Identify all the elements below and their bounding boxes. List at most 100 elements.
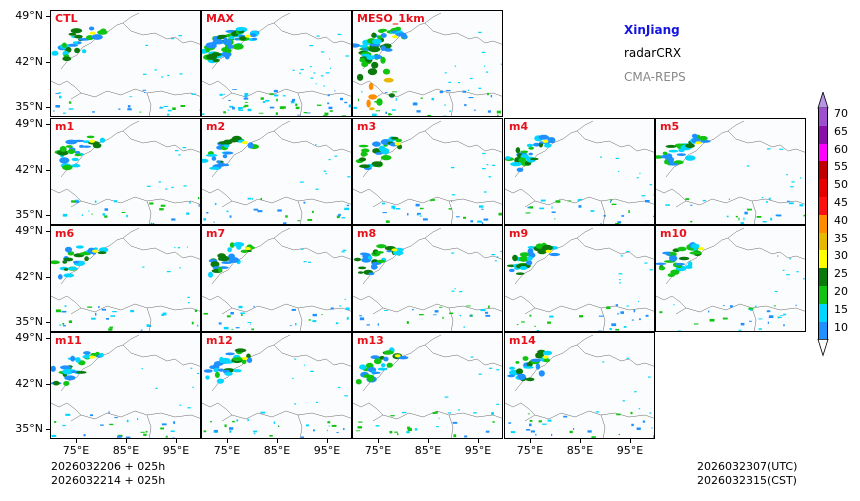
colorbar-bin bbox=[818, 197, 828, 215]
panel-label: m13 bbox=[357, 334, 384, 347]
panel-label: m6 bbox=[55, 227, 75, 240]
colorbar-bin bbox=[818, 268, 828, 286]
colorbar-under-arrow bbox=[817, 338, 829, 357]
panel-label: m9 bbox=[509, 227, 529, 240]
panel-label: MAX bbox=[206, 12, 234, 25]
lat-tick-mark bbox=[46, 231, 50, 232]
colorbar-bin bbox=[818, 250, 828, 269]
panel-label: m1 bbox=[55, 120, 75, 133]
lon-tick-mark bbox=[227, 439, 228, 443]
panel-label: m3 bbox=[357, 120, 377, 133]
colorbar-bin bbox=[818, 143, 828, 162]
lon-tick-label: 75°E bbox=[516, 444, 544, 457]
lon-tick-mark bbox=[378, 439, 379, 443]
panel-label: MESO_1km bbox=[357, 12, 425, 25]
colorbar-label: 35 bbox=[834, 231, 848, 245]
lat-tick-label: 35°N bbox=[15, 315, 43, 328]
colorbar-label: 50 bbox=[834, 178, 848, 192]
lat-tick-label: 42°N bbox=[15, 377, 43, 390]
colorbar-label: 20 bbox=[834, 285, 848, 298]
lat-tick-label: 42°N bbox=[15, 55, 43, 68]
map-panel-m6: m6 bbox=[50, 225, 201, 332]
lon-tick-label: 95°E bbox=[162, 444, 190, 457]
colorbar-label: 60 bbox=[834, 142, 848, 156]
model-name: CMA-REPS bbox=[624, 70, 686, 84]
map-panel-m14: m14 bbox=[504, 332, 655, 439]
lat-tick-mark bbox=[46, 429, 50, 430]
colorbar-bin bbox=[818, 179, 828, 197]
region-title: XinJiang bbox=[624, 23, 680, 37]
lon-tick-mark bbox=[580, 439, 581, 443]
lon-tick-mark bbox=[630, 439, 631, 443]
lon-tick-mark bbox=[478, 439, 479, 443]
lat-tick-label: 49°N bbox=[15, 9, 43, 22]
colorbar-bin bbox=[818, 321, 828, 340]
lat-tick-label: 42°N bbox=[15, 163, 43, 176]
colorbar-bin bbox=[818, 232, 828, 251]
map-panel-m2: m2 bbox=[201, 118, 352, 225]
panel-label: m7 bbox=[206, 227, 226, 240]
map-panel-m5: m5 bbox=[655, 118, 806, 225]
lon-tick-mark bbox=[176, 439, 177, 443]
map-panel-m4: m4 bbox=[504, 118, 655, 225]
lat-tick-mark bbox=[46, 16, 50, 17]
lon-tick-label: 75°E bbox=[213, 444, 241, 457]
colorbar-label: 55 bbox=[834, 160, 848, 174]
map-panel-max: MAX bbox=[201, 10, 352, 117]
lat-tick-mark bbox=[46, 215, 50, 216]
colorbar-bin bbox=[818, 303, 828, 322]
lon-tick-label: 95°E bbox=[464, 444, 492, 457]
colorbar-label: 15 bbox=[834, 302, 848, 316]
lat-tick-label: 49°N bbox=[15, 117, 43, 130]
panel-label: m12 bbox=[206, 334, 233, 347]
lat-tick-mark bbox=[46, 107, 50, 108]
colorbar-bin bbox=[818, 161, 828, 180]
lat-tick-mark bbox=[46, 384, 50, 385]
colorbar-over-arrow bbox=[817, 92, 829, 109]
map-panel-m8: m8 bbox=[352, 225, 503, 332]
colorbar-label: 30 bbox=[834, 249, 848, 263]
panel-label: m5 bbox=[660, 120, 680, 133]
lat-tick-mark bbox=[46, 62, 50, 63]
lon-tick-label: 95°E bbox=[616, 444, 644, 457]
map-panel-m9: m9 bbox=[504, 225, 655, 332]
lat-tick-label: 35°N bbox=[15, 100, 43, 113]
map-panel-m7: m7 bbox=[201, 225, 352, 332]
panel-label: m11 bbox=[55, 334, 82, 347]
lat-tick-mark bbox=[46, 322, 50, 323]
lat-tick-label: 42°N bbox=[15, 270, 43, 283]
lat-tick-label: 35°N bbox=[15, 208, 43, 221]
product-name: radarCRX bbox=[624, 46, 682, 60]
panel-label: m14 bbox=[509, 334, 536, 347]
lat-tick-mark bbox=[46, 277, 50, 278]
panel-label: m4 bbox=[509, 120, 529, 133]
lon-tick-label: 85°E bbox=[414, 444, 442, 457]
init-time-utc: 2026032206 + 025h bbox=[51, 460, 166, 473]
map-panel-m11: m11 bbox=[50, 332, 201, 439]
lon-tick-mark bbox=[76, 439, 77, 443]
colorbar-bin bbox=[818, 125, 828, 144]
lat-tick-label: 49°N bbox=[15, 331, 43, 344]
colorbar-label: 70 bbox=[834, 107, 848, 120]
map-panel-m10: m10 bbox=[655, 225, 806, 332]
valid-time-utc: 2026032307(UTC) bbox=[697, 460, 798, 473]
colorbar-label: 25 bbox=[834, 267, 848, 281]
panel-label: m8 bbox=[357, 227, 377, 240]
map-panel-m3: m3 bbox=[352, 118, 503, 225]
lon-tick-mark bbox=[428, 439, 429, 443]
colorbar-label: 10 bbox=[834, 320, 848, 334]
map-panel-m13: m13 bbox=[352, 332, 503, 439]
lon-tick-label: 95°E bbox=[313, 444, 341, 457]
colorbar-label: 40 bbox=[834, 213, 848, 227]
colorbar-bin bbox=[818, 286, 828, 304]
map-panel-meso-1km: MESO_1km bbox=[352, 10, 503, 117]
colorbar-bin bbox=[818, 214, 828, 233]
lat-tick-mark bbox=[46, 338, 50, 339]
colorbar-label: 65 bbox=[834, 124, 848, 138]
panel-label: m2 bbox=[206, 120, 226, 133]
map-panel-ctl: CTL bbox=[50, 10, 201, 117]
lon-tick-mark bbox=[530, 439, 531, 443]
lat-tick-mark bbox=[46, 170, 50, 171]
lat-tick-label: 49°N bbox=[15, 224, 43, 237]
lon-tick-mark bbox=[126, 439, 127, 443]
